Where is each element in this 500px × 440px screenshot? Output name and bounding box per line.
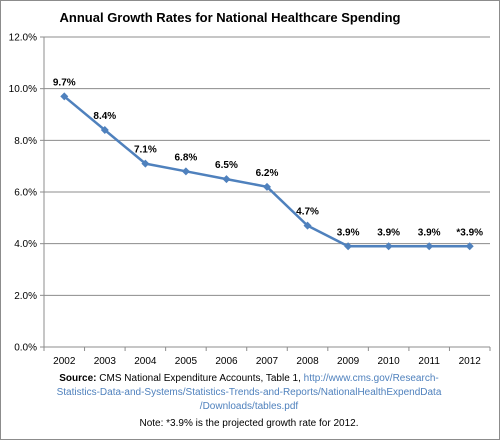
- data-point-marker: [303, 221, 312, 230]
- source-link-1[interactable]: http://www.cms.gov/Research-: [303, 373, 439, 384]
- data-label: 6.5%: [215, 160, 238, 171]
- x-tick-label: 2008: [296, 356, 319, 367]
- y-tick-label: 6.0%: [14, 188, 37, 199]
- x-tick-label: 2011: [418, 356, 440, 367]
- data-point-marker: [384, 242, 393, 251]
- y-tick-label: 8.0%: [14, 136, 37, 147]
- source-citation: Source: CMS National Expenditure Account…: [10, 372, 488, 414]
- data-markers: [60, 92, 474, 251]
- y-tick-label: 4.0%: [14, 239, 37, 250]
- projection-note: Note: *3.9% is the projected growth rate…: [139, 418, 359, 429]
- x-tick-label: 2002: [53, 356, 76, 367]
- source-label: Source:: [59, 373, 97, 384]
- y-tick-label: 10.0%: [9, 84, 37, 95]
- y-tick-label: 0.0%: [14, 343, 37, 354]
- data-label: 3.9%: [377, 227, 400, 238]
- data-point-marker: [222, 175, 231, 184]
- x-tick-label: 2004: [134, 356, 157, 367]
- x-tick-label: 2010: [378, 356, 401, 367]
- y-tick-labels: 0.0% 2.0% 4.0% 6.0% 8.0% 10.0% 12.0%: [9, 33, 37, 354]
- x-tick-label: 2006: [215, 356, 238, 367]
- data-point-marker: [425, 242, 434, 251]
- x-tick-label: 2009: [337, 356, 360, 367]
- data-label: *3.9%: [456, 227, 483, 238]
- line-chart: Annual Growth Rates for National Healthc…: [9, 10, 491, 367]
- data-label: 9.7%: [53, 77, 76, 88]
- source-text: CMS National Expenditure Accounts, Table…: [99, 373, 301, 384]
- data-point-marker: [263, 182, 271, 191]
- y-tick-label: 12.0%: [9, 33, 37, 44]
- data-point-marker: [181, 167, 190, 176]
- data-point-marker: [141, 159, 150, 168]
- data-point-marker: [100, 126, 109, 134]
- data-label: 7.1%: [134, 145, 157, 156]
- source-link-3[interactable]: /Downloads/tables.pdf: [199, 401, 299, 412]
- axes: [40, 36, 491, 351]
- x-tick-label: 2005: [175, 356, 198, 367]
- source-link-2[interactable]: Statistics-Data-and-Systems/Statistics-T…: [56, 387, 442, 398]
- data-label: 3.9%: [418, 227, 441, 238]
- data-point-marker: [465, 242, 474, 251]
- data-label: 3.9%: [337, 227, 360, 238]
- data-label: 6.2%: [256, 168, 279, 179]
- data-point-marker: [344, 242, 353, 251]
- gridlines: [44, 36, 490, 296]
- y-tick-label: 2.0%: [14, 291, 37, 302]
- data-labels: 9.7% 8.4% 7.1% 6.8% 6.5% 6.2% 4.7% 3.9% 3.9% 3.9%…: [53, 77, 483, 238]
- data-point-marker: [60, 92, 69, 101]
- data-label: 8.4%: [93, 111, 116, 122]
- x-tick-label: 2012: [459, 356, 482, 367]
- data-label: 4.7%: [296, 207, 319, 218]
- data-label: 6.8%: [175, 152, 198, 163]
- x-tick-label: 2003: [94, 356, 117, 367]
- chart-title: Annual Growth Rates for National Healthc…: [60, 10, 401, 25]
- x-tick-label: 2007: [256, 356, 279, 367]
- x-tick-labels: 2002 2003 2004 2005 2006 2007 2008 2009 2010 2011…: [53, 356, 481, 367]
